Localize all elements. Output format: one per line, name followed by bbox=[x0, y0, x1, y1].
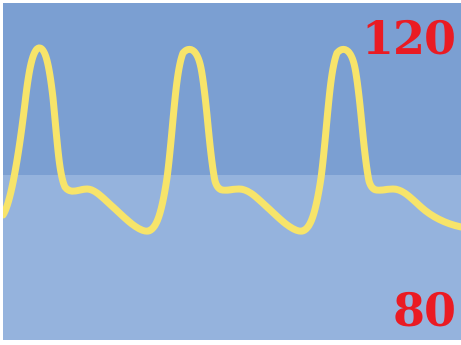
pressure-trace-line bbox=[3, 44, 461, 235]
scale-low-label: 80 bbox=[392, 283, 456, 337]
upper-range-band bbox=[3, 3, 461, 175]
lower-range-band bbox=[3, 175, 461, 340]
pressure-waveform bbox=[3, 44, 461, 235]
waveform-display: 120 80 bbox=[3, 3, 461, 340]
scale-high-label: 120 bbox=[361, 11, 456, 65]
